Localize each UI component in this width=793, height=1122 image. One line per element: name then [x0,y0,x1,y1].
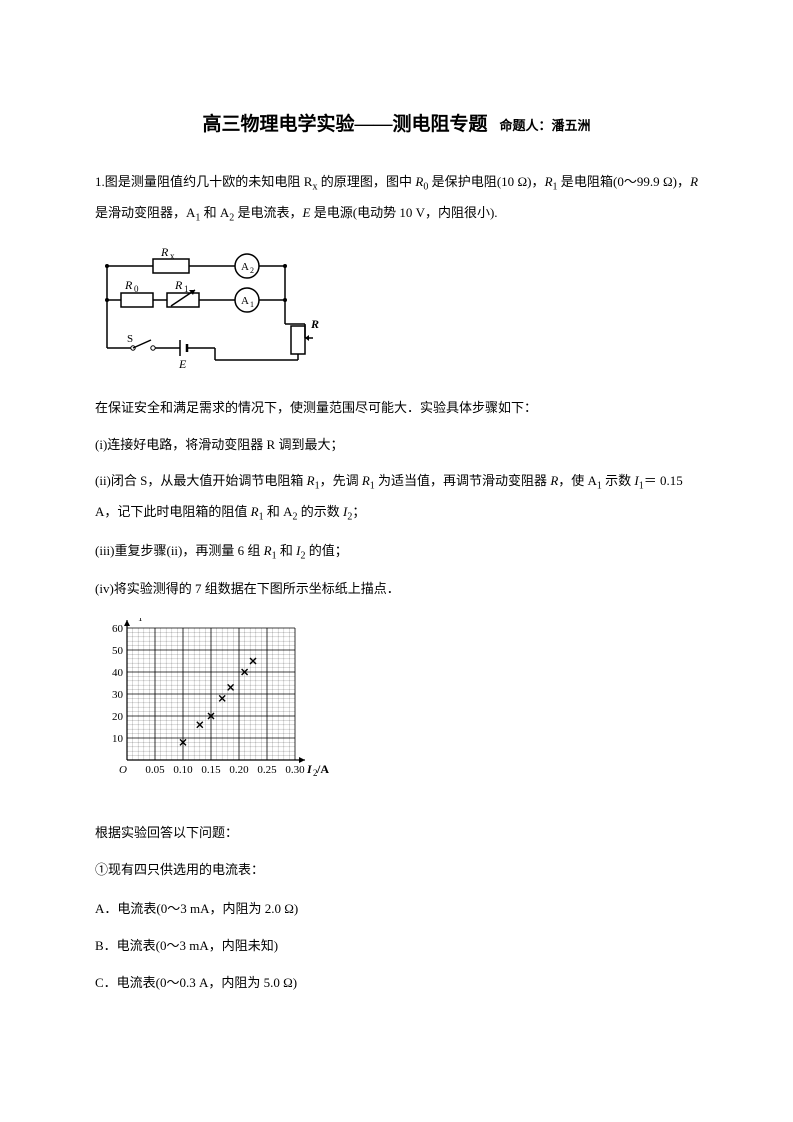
svg-text:/Ω: /Ω [141,618,155,621]
svg-text:R: R [129,618,138,621]
intro-text: 是电源(电动势 10 V，内阻很小). [311,205,498,220]
svg-text:R: R [310,317,319,331]
option-a: A．电流表(0～3 mA，内阻为 2.0 Ω) [95,893,698,924]
svg-text:1: 1 [184,284,189,294]
svg-text:R: R [124,278,133,292]
s2-text: ，使 A [558,473,597,488]
svg-text:x: x [170,251,175,261]
instruction-text: 在保证安全和满足需求的情况下，使测量范围尽可能大．实验具体步骤如下： [95,394,698,423]
svg-text:0.20: 0.20 [229,764,249,776]
svg-text:I: I [306,762,313,776]
r1-sym: R [362,473,370,488]
main-title: 高三物理电学实验——测电阻专题 [202,114,487,135]
step-4: (iv)将实验测得的 7 组数据在下图所示坐标纸上描点． [95,575,698,604]
s2-text: 和 A [264,504,293,519]
option-b: B．电流表(0～3 mA，内阻未知) [95,930,698,961]
step-3: (iii)重复步骤(ii)，再测量 6 组 R1 和 I2 的值； [95,537,698,568]
svg-text:A: A [241,261,249,273]
svg-text:0.25: 0.25 [257,764,277,776]
svg-text:50: 50 [112,645,124,657]
svg-text:E: E [178,357,187,368]
s3-text: 和 [277,543,297,558]
s2-text: (ii)闭合 S，从最大值开始调节电阻箱 [95,473,307,488]
option-c: C．电流表(0～0.3 A，内阻为 5.0 Ω) [95,967,698,998]
intro-text: Ω)， [663,174,690,189]
s2-text: ； [352,504,365,519]
s2-text: ，先调 [320,473,362,488]
s2-text: ＝ [644,473,657,488]
svg-text:A: A [241,295,249,307]
s2-text: 示数 [602,473,635,488]
s2-text: 的示数 [297,504,343,519]
svg-text:0.30: 0.30 [285,764,305,776]
intro-text: 是电流表， [234,205,302,220]
e-sym: E [303,205,311,220]
r1-sym: R [545,174,553,189]
scatter-chart: 0.050.100.150.200.250.30102030405060OR1/… [95,618,698,802]
circuit-svg: RxA2R0R1A1RSE [95,248,325,368]
s2-text: 为适当值，再调节滑动变阻器 [375,473,551,488]
svg-text:40: 40 [112,667,124,679]
svg-text:/A: /A [316,762,329,776]
intro-text: 是电阻箱(0～99.9 [558,174,660,189]
svg-text:O: O [119,764,127,776]
intro-text: 的原理图，图中 [317,174,415,189]
intro-text: 和 A [200,205,229,220]
author-label: 命题人：潘五洲 [500,118,591,133]
svg-text:20: 20 [112,711,124,723]
problem-intro: 1.图是测量阻值约几十欧的未知电阻 Rx 的原理图，图中 R0 是保护电阻(10… [95,168,698,229]
r1-sym: R [307,473,315,488]
circuit-diagram: RxA2R0R1A1RSE [95,248,698,377]
intro-text: 是滑动变阻器，A [95,205,195,220]
svg-text:10: 10 [112,733,124,745]
intro-text: 1.图是测量阻值约几十欧的未知电阻 R [95,174,312,189]
chart-svg: 0.050.100.150.200.250.30102030405060OR1/… [95,618,335,793]
svg-text:0.10: 0.10 [173,764,193,776]
title-block: 高三物理电学实验——测电阻专题 命题人：潘五洲 [95,110,698,140]
svg-text:R: R [160,248,169,259]
step-2: (ii)闭合 S，从最大值开始调节电阻箱 R1，先调 R1 为适当值，再调节滑动… [95,467,698,528]
svg-text:60: 60 [112,623,124,635]
svg-text:0.15: 0.15 [201,764,221,776]
step-1: (i)连接好电路，将滑动变阻器 R 调到最大； [95,431,698,460]
svg-text:0.05: 0.05 [145,764,165,776]
svg-text:2: 2 [250,266,254,275]
svg-text:S: S [127,333,133,345]
r-sym: R [690,174,698,189]
q1-prompt: ①现有四只供选用的电流表： [95,856,698,885]
svg-text:1: 1 [250,300,254,309]
r1-sym: R [251,504,259,519]
s3-text: 的值； [305,543,347,558]
s3-text: (iii)重复步骤(ii)，再测量 6 组 [95,543,264,558]
svg-text:0: 0 [134,284,139,294]
followup-text: 根据实验回答以下问题： [95,819,698,848]
svg-text:R: R [174,278,183,292]
intro-text: 是保护电阻(10 Ω)， [428,174,544,189]
svg-text:30: 30 [112,689,124,701]
r1-sym: R [264,543,272,558]
